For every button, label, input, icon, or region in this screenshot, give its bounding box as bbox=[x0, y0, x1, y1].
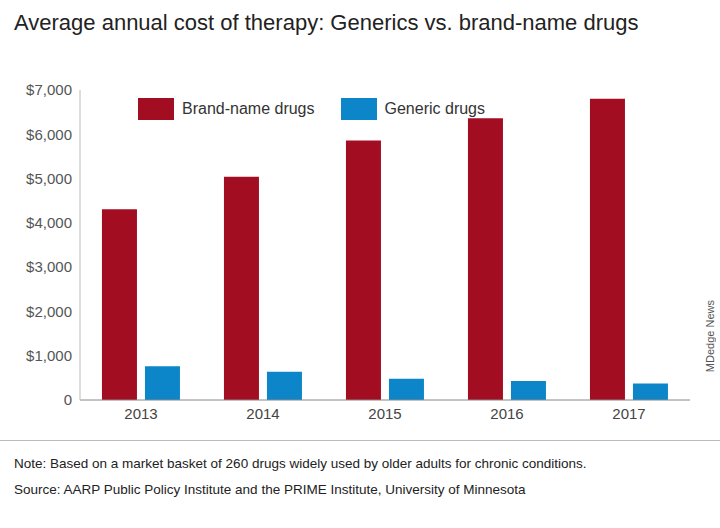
svg-text:2016: 2016 bbox=[490, 405, 523, 422]
svg-text:$7,000: $7,000 bbox=[26, 81, 72, 98]
html-text:Note: Based on a market basket: Note: Based on a market basket of 260 dr… bbox=[14, 456, 587, 471]
html-text:Average annual cost of therapy: Average annual cost of therapy: Generics… bbox=[14, 10, 639, 35]
svg-text:2017: 2017 bbox=[612, 405, 645, 422]
svg-text:$2,000: $2,000 bbox=[26, 303, 72, 320]
svg-text:$4,000: $4,000 bbox=[26, 214, 72, 231]
svg-text:2014: 2014 bbox=[246, 405, 279, 422]
html-text:Brand-name drugs: Brand-name drugs bbox=[182, 100, 315, 117]
html-text:Source: AARP Public Policy Ins: Source: AARP Public Policy Institute and… bbox=[14, 482, 526, 497]
svg-text:0: 0 bbox=[64, 391, 72, 408]
svg-text:2015: 2015 bbox=[368, 405, 401, 422]
svg-text:$1,000: $1,000 bbox=[26, 347, 72, 364]
svg-text:$6,000: $6,000 bbox=[26, 126, 72, 143]
svg-text:$3,000: $3,000 bbox=[26, 258, 72, 275]
svg-text:2013: 2013 bbox=[124, 405, 157, 422]
html-text:Generic drugs: Generic drugs bbox=[384, 100, 485, 117]
svg-text:$5,000: $5,000 bbox=[26, 170, 72, 187]
html-text:MDedge News: MDedge News bbox=[704, 300, 716, 373]
